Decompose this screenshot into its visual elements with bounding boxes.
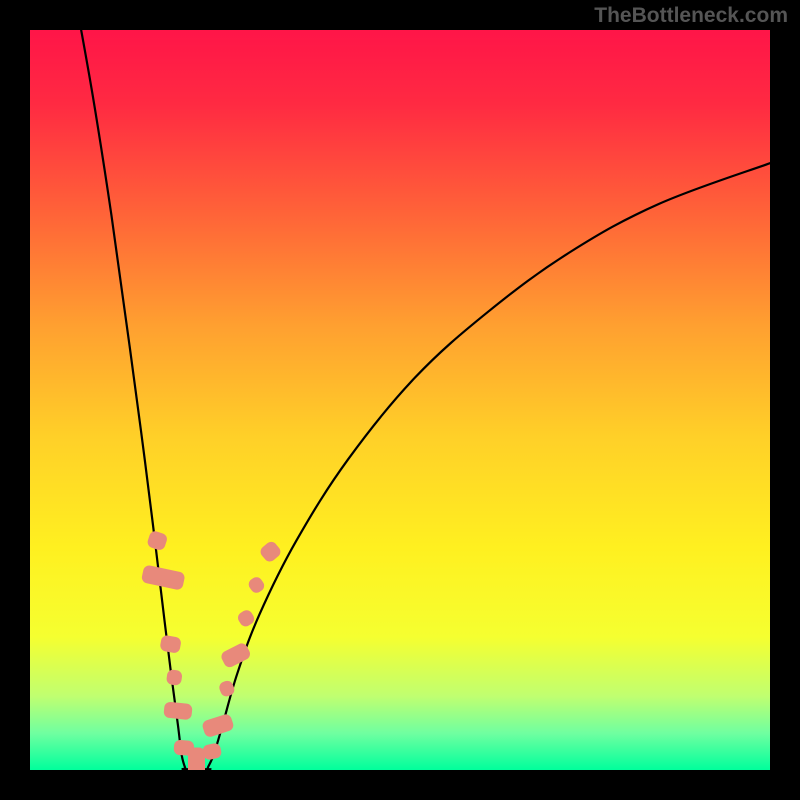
curve-marker	[258, 539, 283, 564]
plot-area	[30, 30, 770, 770]
curve-marker	[201, 713, 235, 738]
chart-container: TheBottleneck.com	[0, 0, 800, 800]
curve-layer	[30, 30, 770, 770]
curve-markers	[141, 530, 283, 770]
curve-marker	[159, 635, 181, 654]
curve-marker	[163, 701, 193, 720]
curve-marker	[146, 530, 168, 552]
bottleneck-curve	[74, 30, 770, 770]
curve-marker	[236, 608, 257, 629]
curve-marker	[218, 679, 237, 698]
watermark-text: TheBottleneck.com	[594, 4, 788, 28]
curve-marker	[166, 669, 183, 686]
curve-marker	[141, 564, 186, 590]
curve-marker	[246, 575, 266, 595]
curve-marker	[188, 748, 205, 770]
